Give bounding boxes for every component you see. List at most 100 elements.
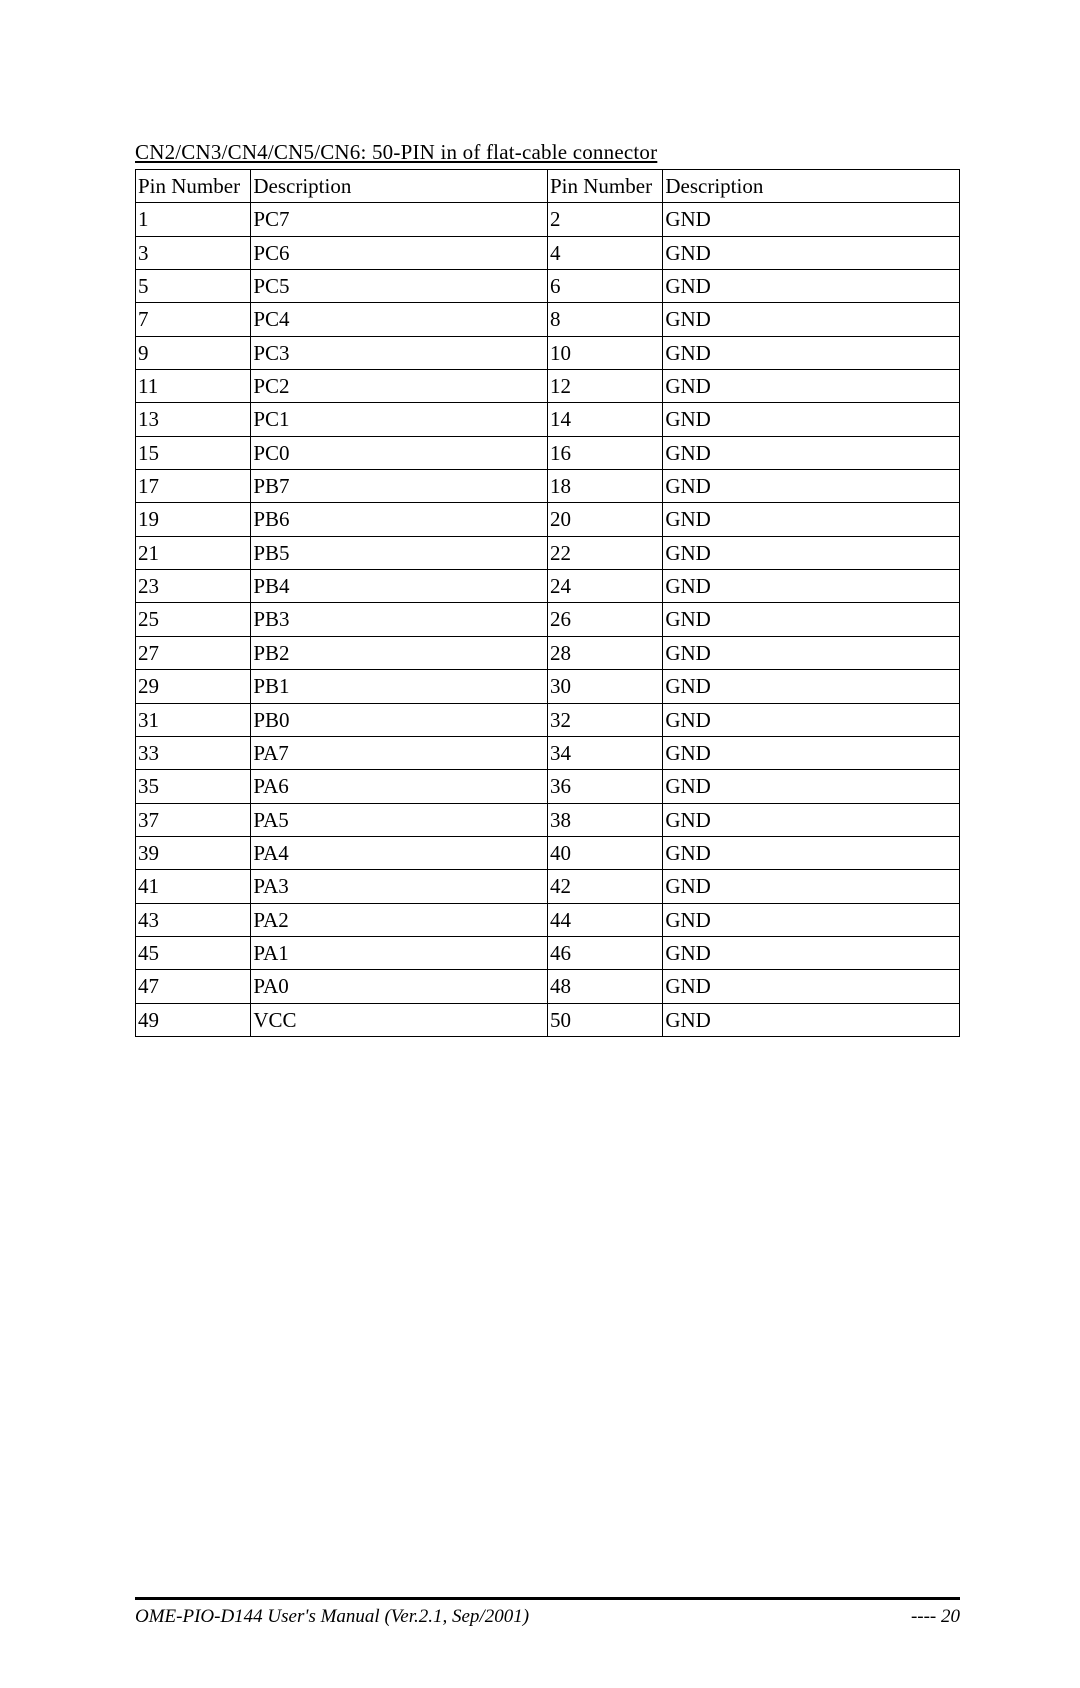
- cell-pin-right: 28: [547, 636, 662, 669]
- col-header-desc-right: Description: [663, 170, 960, 203]
- cell-desc-left: PC5: [251, 270, 548, 303]
- cell-pin-left: 15: [136, 436, 251, 469]
- cell-desc-right: GND: [663, 836, 960, 869]
- cell-pin-right: 12: [547, 370, 662, 403]
- cell-desc-right: GND: [663, 236, 960, 269]
- cell-pin-left: 43: [136, 903, 251, 936]
- cell-pin-right: 50: [547, 1003, 662, 1036]
- footer-left: OME-PIO-D144 User's Manual (Ver.2.1, Sep…: [135, 1606, 529, 1628]
- cell-desc-left: PC2: [251, 370, 548, 403]
- cell-desc-left: PB6: [251, 503, 548, 536]
- cell-pin-right: 46: [547, 936, 662, 969]
- cell-pin-left: 29: [136, 670, 251, 703]
- cell-desc-right: GND: [663, 403, 960, 436]
- table-row: 7PC48GND: [136, 303, 960, 336]
- cell-pin-left: 45: [136, 936, 251, 969]
- table-row: 43PA244GND: [136, 903, 960, 936]
- cell-desc-left: PB0: [251, 703, 548, 736]
- cell-pin-left: 9: [136, 336, 251, 369]
- table-row: 47PA048GND: [136, 970, 960, 1003]
- table-row: 33PA734GND: [136, 736, 960, 769]
- cell-desc-right: GND: [663, 903, 960, 936]
- table-row: 15PC016GND: [136, 436, 960, 469]
- cell-desc-left: PC3: [251, 336, 548, 369]
- cell-desc-left: PC4: [251, 303, 548, 336]
- cell-pin-right: 24: [547, 570, 662, 603]
- cell-pin-left: 13: [136, 403, 251, 436]
- cell-desc-right: GND: [663, 736, 960, 769]
- cell-pin-right: 40: [547, 836, 662, 869]
- cell-desc-right: GND: [663, 603, 960, 636]
- table-row: 39PA440GND: [136, 836, 960, 869]
- cell-desc-right: GND: [663, 336, 960, 369]
- col-header-pin-left: Pin Number: [136, 170, 251, 203]
- cell-desc-right: GND: [663, 303, 960, 336]
- cell-pin-left: 17: [136, 470, 251, 503]
- table-row: 31PB032GND: [136, 703, 960, 736]
- footer-rule: [135, 1597, 960, 1600]
- cell-desc-right: GND: [663, 870, 960, 903]
- cell-desc-left: PA7: [251, 736, 548, 769]
- cell-pin-left: 5: [136, 270, 251, 303]
- cell-desc-left: PA0: [251, 970, 548, 1003]
- cell-pin-right: 20: [547, 503, 662, 536]
- cell-pin-left: 49: [136, 1003, 251, 1036]
- table-row: 35PA636GND: [136, 770, 960, 803]
- table-row: 21PB522GND: [136, 536, 960, 569]
- cell-desc-left: PA1: [251, 936, 548, 969]
- cell-pin-left: 35: [136, 770, 251, 803]
- cell-desc-right: GND: [663, 670, 960, 703]
- cell-pin-left: 7: [136, 303, 251, 336]
- cell-pin-left: 3: [136, 236, 251, 269]
- page-footer: OME-PIO-D144 User's Manual (Ver.2.1, Sep…: [135, 1597, 960, 1628]
- cell-pin-left: 11: [136, 370, 251, 403]
- cell-pin-left: 27: [136, 636, 251, 669]
- table-row: 49VCC50GND: [136, 1003, 960, 1036]
- cell-desc-right: GND: [663, 436, 960, 469]
- cell-desc-left: PA2: [251, 903, 548, 936]
- cell-desc-left: PC6: [251, 236, 548, 269]
- cell-pin-right: 38: [547, 803, 662, 836]
- cell-desc-right: GND: [663, 636, 960, 669]
- footer-right: ---- 20: [911, 1606, 960, 1628]
- cell-desc-right: GND: [663, 803, 960, 836]
- cell-desc-left: PB5: [251, 536, 548, 569]
- cell-desc-right: GND: [663, 703, 960, 736]
- cell-pin-right: 30: [547, 670, 662, 703]
- cell-pin-right: 36: [547, 770, 662, 803]
- cell-desc-left: VCC: [251, 1003, 548, 1036]
- cell-pin-right: 34: [547, 736, 662, 769]
- table-row: 9PC310GND: [136, 336, 960, 369]
- cell-desc-right: GND: [663, 970, 960, 1003]
- pinout-table: Pin Number Description Pin Number Descri…: [135, 169, 960, 1037]
- cell-pin-left: 23: [136, 570, 251, 603]
- cell-desc-right: GND: [663, 770, 960, 803]
- table-caption: CN2/CN3/CN4/CN5/CN6: 50-PIN in of flat-c…: [135, 140, 960, 165]
- table-row: 19PB620GND: [136, 503, 960, 536]
- cell-pin-right: 16: [547, 436, 662, 469]
- cell-desc-left: PC0: [251, 436, 548, 469]
- cell-desc-right: GND: [663, 536, 960, 569]
- cell-pin-right: 14: [547, 403, 662, 436]
- cell-desc-right: GND: [663, 203, 960, 236]
- cell-desc-right: GND: [663, 470, 960, 503]
- cell-pin-left: 37: [136, 803, 251, 836]
- table-header-row: Pin Number Description Pin Number Descri…: [136, 170, 960, 203]
- col-header-pin-right: Pin Number: [547, 170, 662, 203]
- table-row: 17PB718GND: [136, 470, 960, 503]
- cell-pin-left: 25: [136, 603, 251, 636]
- table-row: 25PB326GND: [136, 603, 960, 636]
- cell-pin-left: 33: [136, 736, 251, 769]
- cell-desc-right: GND: [663, 270, 960, 303]
- table-row: 37PA538GND: [136, 803, 960, 836]
- cell-pin-left: 21: [136, 536, 251, 569]
- table-row: 45PA146GND: [136, 936, 960, 969]
- cell-pin-right: 22: [547, 536, 662, 569]
- cell-desc-left: PA5: [251, 803, 548, 836]
- cell-pin-right: 48: [547, 970, 662, 1003]
- cell-desc-right: GND: [663, 503, 960, 536]
- cell-pin-right: 44: [547, 903, 662, 936]
- cell-pin-left: 31: [136, 703, 251, 736]
- cell-pin-left: 47: [136, 970, 251, 1003]
- table-row: 27PB228GND: [136, 636, 960, 669]
